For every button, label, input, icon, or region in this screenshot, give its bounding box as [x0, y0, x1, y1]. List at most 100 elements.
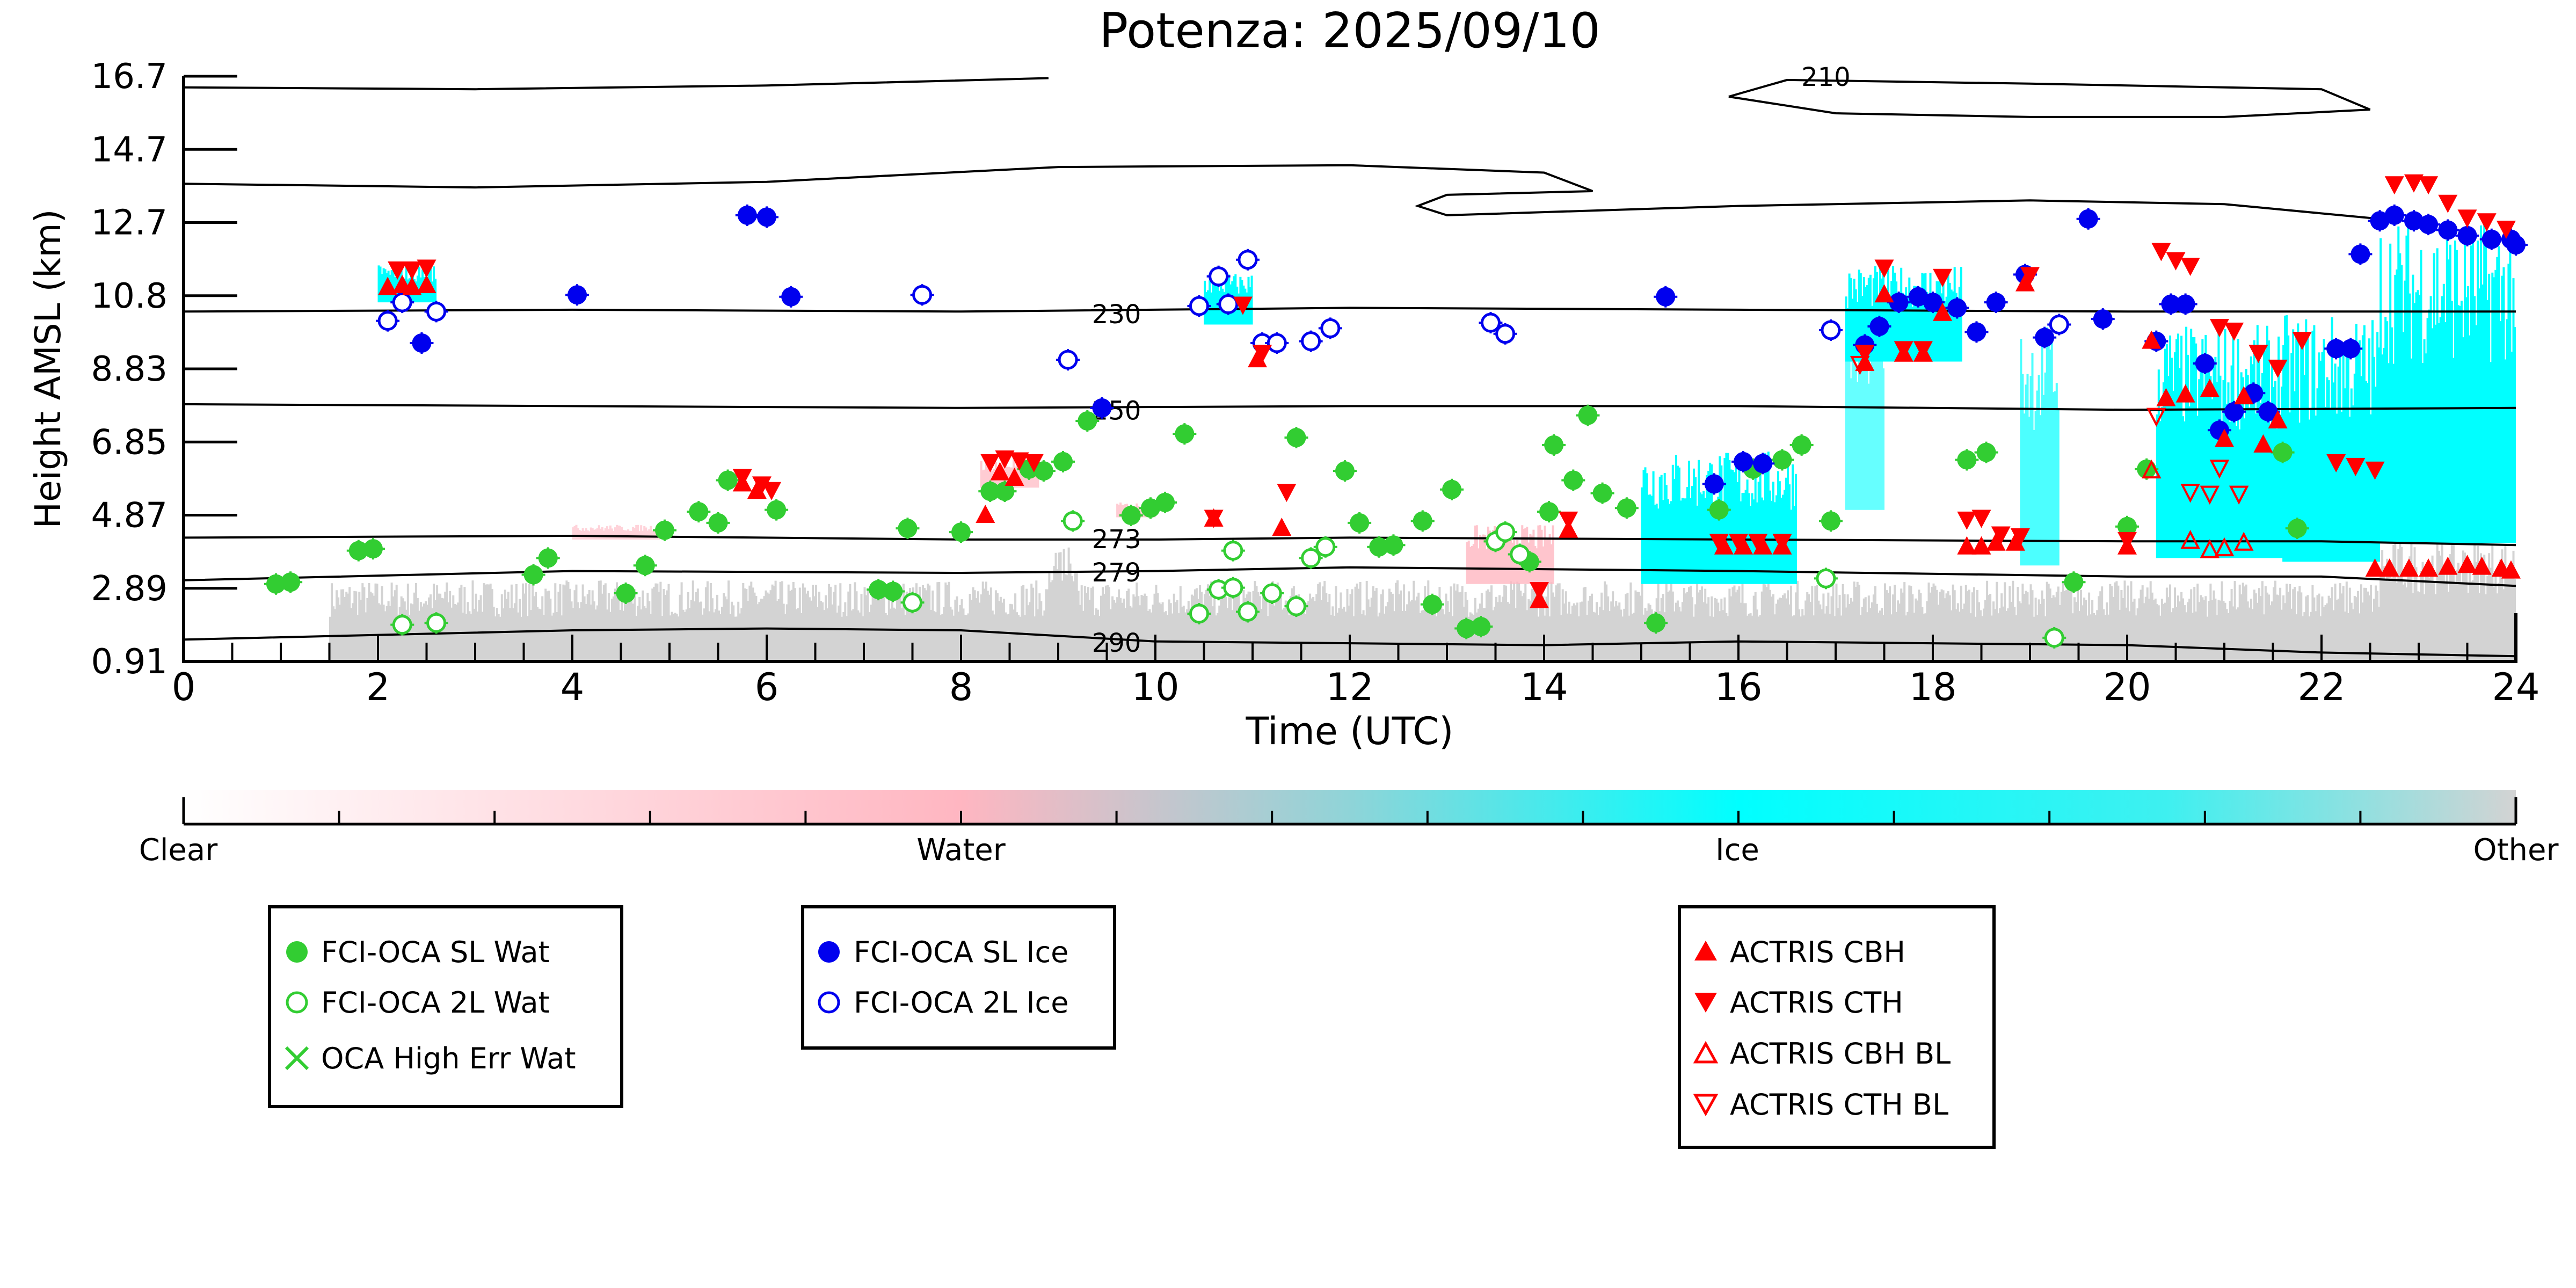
marker-dot: [2273, 442, 2293, 462]
marker-dot: [2195, 353, 2215, 373]
chart-title: Potenza: 2025/09/10: [1099, 3, 1600, 59]
fci-oca-2l-wat-point: [1235, 601, 1260, 623]
fci-oca-sl-ice-point: [779, 286, 803, 308]
actris-cth-point: [2438, 194, 2458, 213]
fci-oca-sl-wat-point: [1770, 449, 1794, 471]
isotherm-273: [184, 534, 2516, 547]
fci-oca-2l-wat-point: [1187, 602, 1211, 624]
y-tick-label: 10.8: [91, 276, 168, 316]
fci-oca-sl-ice-point: [1751, 453, 1775, 475]
actris-cth-point: [1709, 534, 1729, 552]
fci-oca-sl-ice-point: [1654, 286, 1678, 308]
actris-cth-point: [1233, 296, 1253, 315]
fci-oca-sl-wat-point: [993, 481, 1017, 503]
marker-ring: [1480, 312, 1501, 333]
fci-oca-sl-ice-point: [2256, 401, 2280, 423]
legend-label-actris-cbh-bl: ACTRIS CBH BL: [1730, 1037, 1951, 1071]
marker-ring: [1223, 541, 1243, 561]
actris-cth-point: [2346, 457, 2366, 476]
fci-oca-sl-wat-point: [1031, 460, 1056, 482]
actris-cbh-point: [1272, 518, 1292, 536]
marker-dot: [523, 565, 543, 585]
fci-oca-sl-wat-point: [896, 518, 920, 540]
marker-dot: [718, 470, 738, 490]
fci-oca-2l-ice-point: [376, 310, 400, 332]
actris-cth-point: [1913, 341, 1933, 360]
fci-oca-sl-wat-point: [881, 580, 905, 602]
actris-cth-point: [1855, 345, 1875, 363]
fci-oca-sl-ice-point: [755, 206, 778, 228]
marker-dot: [2404, 211, 2424, 231]
marker-dot: [2326, 339, 2346, 359]
fci-oca-sl-ice-point: [2504, 234, 2528, 256]
fci-oca-sl-wat-point: [2285, 518, 2309, 540]
fci-oca-sl-wat-point: [1789, 434, 1814, 456]
actris-cth-point: [1024, 454, 1044, 472]
marker-ring: [903, 592, 922, 613]
fci-oca-sl-ice-point: [1984, 292, 2008, 314]
fci-oca-sl-wat-point: [1537, 501, 1561, 523]
x-tick-label: 14: [1520, 665, 1568, 709]
fci-oca-sl-wat-point: [1381, 534, 1406, 556]
actris-cth-point: [1253, 345, 1272, 363]
marker-dot: [1369, 537, 1389, 557]
fci-oca-sl-wat-point: [949, 521, 973, 543]
actris-cth-point: [402, 261, 422, 280]
legend-ice-box: [801, 905, 1116, 1050]
marker-dot: [1646, 613, 1666, 633]
marker-dot: [737, 205, 757, 225]
upper-contour-0: [184, 77, 1049, 91]
actris-cth-point: [1277, 484, 1297, 503]
marker-dot: [2419, 215, 2439, 235]
actris-cbh-point: [402, 276, 422, 295]
fci-oca-sl-wat-point: [1333, 460, 1357, 482]
marker-dot: [1078, 411, 1097, 431]
marker-dot: [708, 513, 728, 533]
marker-ring: [377, 311, 398, 331]
actris-cbh-point: [2200, 379, 2220, 397]
upper-contour-2: [1728, 78, 2371, 118]
actris-cth-point: [1957, 511, 1977, 530]
actris-cth-point: [980, 454, 1000, 472]
marker-dot: [1753, 454, 1773, 474]
marker-dot: [1704, 474, 1724, 494]
marker-dot: [1286, 428, 1306, 448]
colorbar-label-water: Water: [916, 833, 1006, 868]
actris-cth-point: [1204, 510, 1224, 528]
marker-ring: [1301, 548, 1321, 568]
marker-dot: [883, 581, 903, 601]
fci-oca-sl-ice-point: [1964, 321, 1989, 343]
fci-oca-sl-wat-point: [633, 555, 657, 577]
fci-oca-sl-ice-point: [2382, 204, 2406, 226]
fci-oca-2l-wat-point: [1299, 547, 1323, 569]
y-tick-label: 0.91: [91, 642, 168, 682]
fci-oca-sl-wat-point: [1075, 410, 1100, 432]
actris-cbh-point: [2234, 386, 2254, 405]
fci-oca-2l-ice-point: [1187, 295, 1211, 317]
marker-dot: [538, 548, 558, 568]
marker-dot: [281, 572, 301, 592]
marker-dot: [1544, 435, 1564, 455]
fci-oca-sl-wat-point: [1590, 482, 1614, 504]
x-tick-label: 10: [1131, 665, 1179, 709]
actris-cth-point: [388, 261, 407, 280]
actris-cbh-point: [2457, 555, 2477, 573]
fci-oca-2l-ice-point: [1493, 323, 1517, 345]
fci-oca-sl-ice-point: [1867, 315, 1891, 337]
fci-oca-2l-ice-point: [1206, 265, 1231, 287]
actris-cth-point: [752, 476, 772, 495]
actris-cbh-point: [2175, 384, 2195, 403]
actris-cbh-point: [2015, 273, 2035, 292]
marker-dot: [2078, 209, 2098, 229]
actris-cth-point: [2268, 359, 2288, 378]
actris-cth-point: [2419, 176, 2439, 195]
fci-oca-sl-ice-point: [2091, 308, 2115, 330]
marker-ring: [1510, 544, 1530, 565]
marker-dot: [1539, 502, 1559, 522]
echo-stripes: [2379, 539, 2516, 661]
marker-dot: [1986, 293, 2006, 312]
fci-oca-2l-wat-point: [1284, 595, 1308, 617]
legend-marker-sl-wat: [286, 941, 308, 963]
